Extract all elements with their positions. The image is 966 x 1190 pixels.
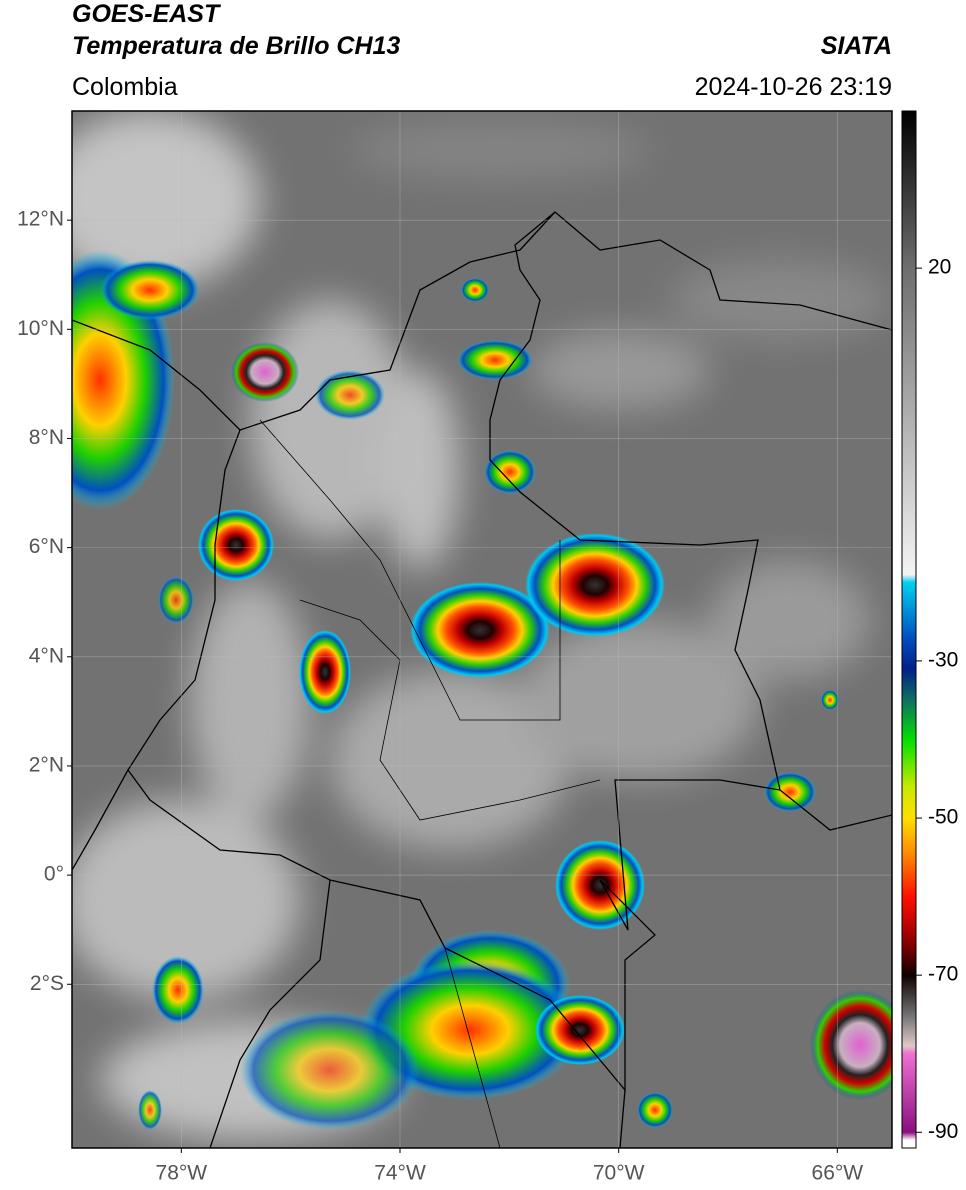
source: SIATA <box>821 32 892 60</box>
x-tick-label: 78°W <box>156 1162 208 1185</box>
satellite-image <box>72 111 892 1148</box>
convective-cells <box>72 250 892 1130</box>
colorbar-tick-label: -50 <box>928 806 958 829</box>
x-tick-label: 66°W <box>812 1162 864 1185</box>
x-tick-label: 74°W <box>374 1162 426 1185</box>
colorbar-tick-label: -70 <box>928 963 958 986</box>
colorbar-scale <box>901 110 917 1149</box>
colorbar: 20 -30 -50 -70 -90 <box>901 110 958 1149</box>
borders <box>72 211 892 1148</box>
region: Colombia <box>72 73 178 101</box>
colorbar-tick-label: 20 <box>928 256 951 279</box>
y-tick-label: 2°N <box>29 753 64 776</box>
x-tick-label: 70°W <box>593 1162 645 1185</box>
colorbar-tick-label: -90 <box>928 1120 958 1143</box>
graticule: 78°W 74°W 70°W 66°W 12°N 10°N 8°N 6°N 4°N 2°N 0° 2°… <box>17 111 892 1185</box>
title: GOES-EAST <box>72 0 222 28</box>
datetime: 2024-10-26 23:19 <box>695 73 892 101</box>
y-tick-label: 4°N <box>29 644 64 667</box>
y-tick-label: 8°N <box>29 426 64 449</box>
y-tick-label: 12°N <box>17 208 64 231</box>
product: Temperatura de Brillo CH13 <box>72 32 400 60</box>
colorbar-tick-label: -30 <box>928 648 958 671</box>
y-tick-label: 0° <box>44 863 64 886</box>
y-tick-label: 6°N <box>29 535 64 558</box>
map-frame <box>71 110 893 1149</box>
y-tick-label: 10°N <box>17 317 64 340</box>
y-tick-label: 2°S <box>30 972 64 995</box>
